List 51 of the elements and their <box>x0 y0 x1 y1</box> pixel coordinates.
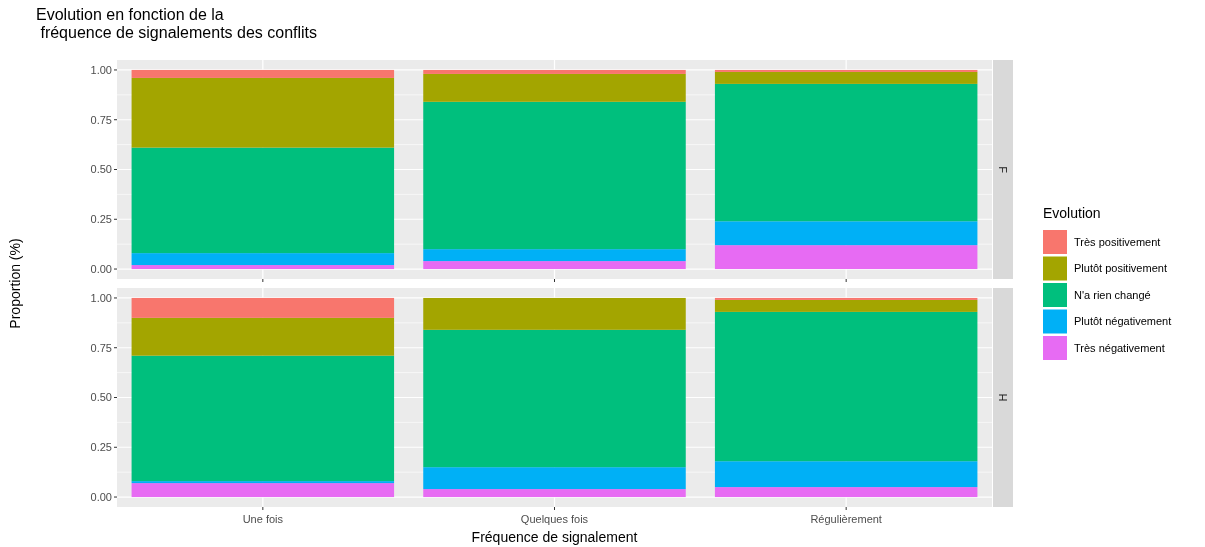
legend-label: Très positivement <box>1074 235 1161 248</box>
legend-title: Evolution <box>1043 205 1101 221</box>
chart-title: Evolution en fonction de la fréquence de signalements des conflits <box>36 6 318 41</box>
bar <box>423 297 686 330</box>
y-tick-label: 0.25 <box>90 213 112 226</box>
bar <box>423 261 686 270</box>
bar <box>423 73 686 102</box>
bar <box>131 317 395 356</box>
bar <box>714 299 978 312</box>
legend-label: N'a rien changé <box>1074 288 1151 301</box>
bar <box>714 83 978 222</box>
y-tick-label: 1.00 <box>90 291 112 304</box>
text: F <box>997 166 1010 174</box>
y-tick-label: 0.00 <box>90 490 112 503</box>
bar <box>714 71 978 84</box>
bar <box>714 221 978 246</box>
y-tick-label: 0.75 <box>90 113 112 126</box>
bar <box>423 69 686 74</box>
bar <box>423 329 686 468</box>
legend-label: Plutôt négativement <box>1074 315 1172 328</box>
bar <box>131 297 395 318</box>
bar <box>423 249 686 262</box>
bar <box>131 253 395 266</box>
y-axis-title: Proportion (%) <box>7 238 23 329</box>
y-tick-label: 0.25 <box>90 441 112 454</box>
bar <box>131 265 395 270</box>
y-tick-label: 0.50 <box>90 163 112 176</box>
x-tick-label: Quelques fois <box>520 513 589 525</box>
bar <box>131 77 395 148</box>
bar <box>131 483 395 498</box>
bar <box>423 101 686 250</box>
bar <box>714 487 978 498</box>
bar <box>714 461 978 488</box>
x-axis-title: Fréquence de signalement <box>471 529 638 545</box>
x-tick-label: Une fois <box>242 513 284 525</box>
legend-label: Très négativement <box>1074 341 1165 354</box>
y-tick-label: 0.00 <box>90 262 112 275</box>
y-tick-label: 0.75 <box>90 341 112 354</box>
bar <box>131 147 395 254</box>
legend-label: Plutôt positivement <box>1074 262 1167 275</box>
bar <box>714 245 978 270</box>
bar <box>423 489 686 498</box>
bar <box>131 355 395 482</box>
bar <box>423 467 686 490</box>
bar <box>714 69 978 72</box>
text: H <box>997 393 1010 402</box>
y-tick-label: 0.50 <box>90 391 112 404</box>
bar <box>714 311 978 462</box>
x-tick-label: Régulièrement <box>810 513 882 525</box>
bar <box>131 69 395 78</box>
y-tick-label: 1.00 <box>90 63 112 76</box>
